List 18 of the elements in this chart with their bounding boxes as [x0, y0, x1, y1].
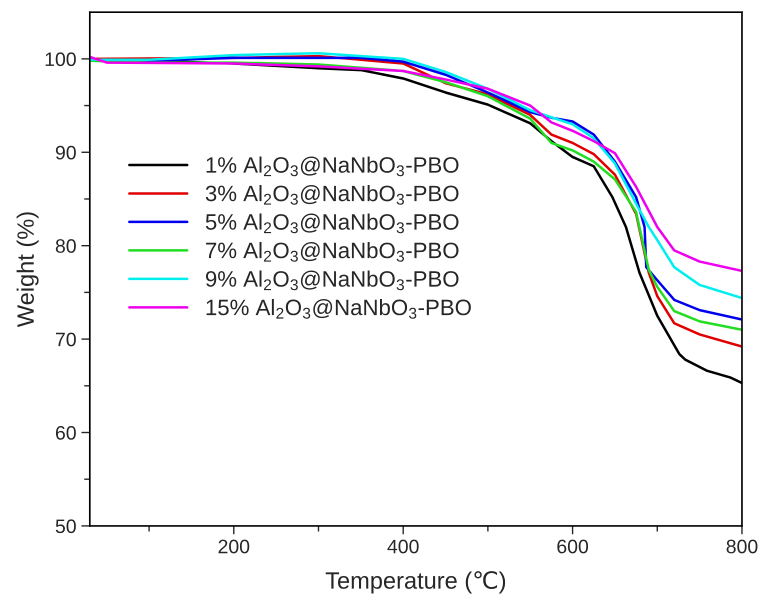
- legend-label: 1% Al$_{2}$O$_{3}$@NaNbO$_{3}$-PBO: [206, 156, 459, 176]
- y-tick-label: 70: [56, 332, 76, 346]
- y-tick-label: 50: [56, 519, 76, 534]
- y-axis-title: Weight (%): [16, 212, 39, 328]
- y-tick-label: 60: [56, 426, 76, 440]
- legend-label: 9% Al$_{2}$O$_{3}$@NaNbO$_{3}$-PBO: [206, 270, 459, 290]
- legend-label: 7% Al$_{2}$O$_{3}$@NaNbO$_{3}$-PBO: [206, 242, 459, 262]
- x-tick-label: 400: [387, 540, 419, 554]
- x-tick-label: 200: [218, 540, 250, 554]
- x-axis-title: Temperature (℃): [326, 571, 506, 594]
- x-tick-label: 800: [726, 540, 758, 554]
- legend-label: 3% Al$_{2}$O$_{3}$@NaNbO$_{3}$-PBO: [206, 185, 459, 205]
- y-tick-label: 90: [56, 146, 76, 160]
- y-tick-label: 80: [56, 239, 76, 253]
- y-tick-label: 100: [46, 52, 76, 66]
- legend-label: 5% Al$_{2}$O$_{3}$@NaNbO$_{3}$-PBO: [206, 213, 459, 234]
- legend-label: 15% Al$_{2}$O$_{3}$@NaNbO$_{3}$-PBO: [206, 298, 471, 319]
- x-tick-label: 600: [557, 540, 588, 554]
